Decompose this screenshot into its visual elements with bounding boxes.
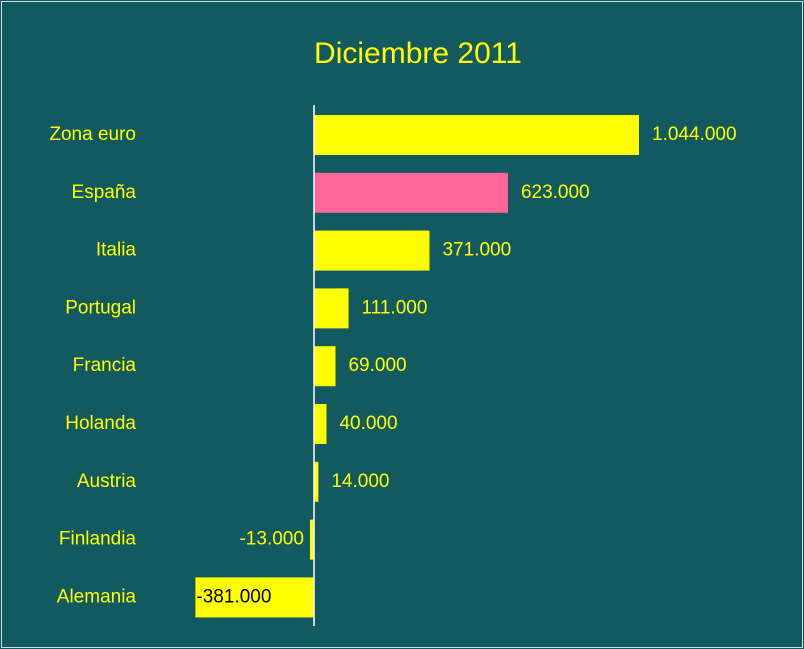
category-label: Alemania xyxy=(57,586,137,607)
category-label: Zona euro xyxy=(49,124,136,145)
bar xyxy=(314,346,336,387)
category-label: España xyxy=(72,182,137,203)
value-label: 371.000 xyxy=(442,240,511,261)
category-label: Italia xyxy=(96,240,137,261)
bar xyxy=(314,172,508,213)
bar xyxy=(195,577,314,618)
bar xyxy=(314,461,319,502)
category-label: Portugal xyxy=(65,297,136,318)
bar xyxy=(314,288,349,329)
value-label: -381.000 xyxy=(196,586,271,607)
bar xyxy=(314,230,430,271)
value-label: -13.000 xyxy=(239,529,303,550)
category-label: Francia xyxy=(73,355,137,376)
value-label: 40.000 xyxy=(339,413,397,434)
value-label: 623.000 xyxy=(521,182,590,203)
chart-title: Diciembre 2011 xyxy=(314,37,522,70)
bar xyxy=(314,404,327,444)
category-label: Austria xyxy=(77,471,137,492)
bar xyxy=(309,519,314,560)
category-label: Finlandia xyxy=(59,529,137,550)
value-label: 111.000 xyxy=(362,297,428,318)
value-label: 14.000 xyxy=(331,471,389,492)
category-label: Holanda xyxy=(65,413,136,434)
value-label: 69.000 xyxy=(348,355,406,376)
value-label: 1.044.000 xyxy=(652,124,737,145)
bar xyxy=(314,115,639,155)
